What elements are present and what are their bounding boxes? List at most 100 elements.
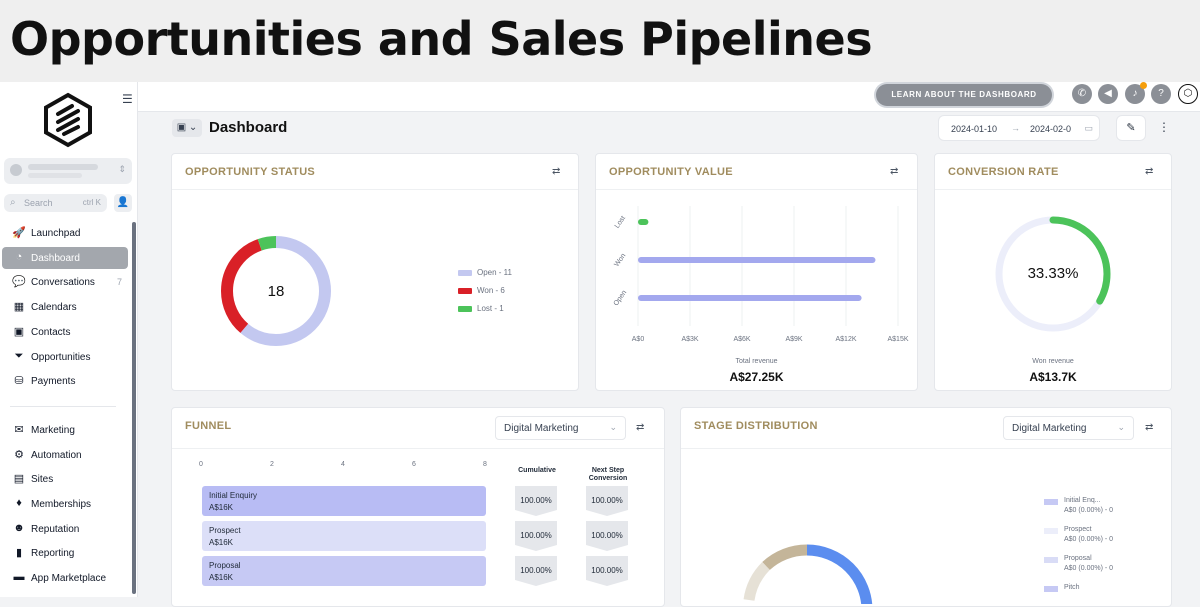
legend-label: Lost - 1 [477, 304, 504, 313]
funnel-stage[interactable]: Proposal A$16K [202, 556, 486, 586]
filter-settings-icon[interactable]: ⇄ [1145, 166, 1154, 177]
bar-won[interactable] [638, 257, 876, 263]
sidebar-item-payments[interactable]: ⛁ Payments [2, 370, 128, 392]
y-tick-label: Open [613, 289, 629, 307]
funnel-stage[interactable]: Initial Enquiry A$16K [202, 486, 486, 516]
y-tick-label: Lost [614, 215, 627, 230]
date-end: 2024-02-0 [1030, 124, 1072, 134]
filter-settings-icon[interactable]: ⇄ [1145, 422, 1154, 433]
cumulative-cell: 100.00% [515, 556, 557, 586]
location-switcher[interactable]: ⇕ [4, 158, 132, 184]
legend-value: A$0 (0.00%) - 0 [1064, 565, 1114, 572]
sidebar-item-label: Calendars [31, 302, 77, 313]
learn-about-dashboard-button[interactable]: LEARN ABOUT THE DASHBOARD [876, 84, 1052, 106]
opportunity-value-chart: A$0 A$3K A$6K A$9K A$12K A$15K Lost Won Open [613, 206, 909, 343]
legend-label: Pitch [1064, 584, 1080, 591]
filter-settings-icon[interactable]: ⇄ [636, 422, 645, 433]
stage-legend-item[interactable]: Prospect A$0 (0.00%) - 0 [1044, 525, 1154, 549]
cumulative-cell: 100.00% [515, 486, 557, 516]
opportunity-status-donut [221, 236, 331, 346]
filter-settings-icon[interactable]: ⇄ [890, 166, 899, 177]
edit-dashboard-button[interactable]: ✎ [1116, 115, 1146, 141]
sidebar-item-label: Conversations [31, 277, 95, 288]
sidebar-item-reputation[interactable]: ☻ Reputation [2, 518, 128, 540]
help-icon[interactable]: ? [1151, 84, 1171, 104]
stage-pipeline-select[interactable]: Digital Marketing ⌄ [1003, 416, 1134, 440]
brand-logo-icon[interactable] [40, 92, 96, 148]
conversion-rate-card: CONVERSION RATE ⇄ 33.33% Won revenue A$1… [934, 153, 1172, 391]
membership-icon: ♦ [16, 497, 22, 509]
sidebar-item-contacts[interactable]: ▣ Contacts [2, 321, 128, 343]
funnel-stage-name: Initial Enquiry [209, 491, 258, 500]
donut-slice[interactable] [221, 236, 331, 346]
sidebar-item-automation[interactable]: ⚙ Automation [2, 444, 128, 466]
y-tick-label: Won [613, 252, 627, 268]
sidebar-item-marketing[interactable]: ✉ Marketing [2, 419, 128, 441]
bar-lost[interactable] [638, 219, 649, 225]
funnel-axis-tick: 8 [483, 461, 487, 468]
legend-swatch [458, 305, 472, 312]
bell-icon[interactable]: ♪ [1125, 84, 1145, 104]
total-revenue-caption: Total revenue [735, 358, 778, 365]
bar-open[interactable] [638, 295, 862, 301]
calendar-icon: ▭ [1084, 123, 1093, 133]
reputation-icon: ☻ [13, 522, 25, 534]
sidebar-item-label: Reporting [31, 548, 75, 559]
funnel-stage-name: Proposal [209, 561, 241, 570]
collapse-sidebar-icon[interactable]: ☰ [122, 92, 133, 106]
x-tick-label: A$9K [785, 336, 802, 343]
funnel-stage[interactable]: Prospect A$16K [202, 521, 486, 551]
donut-slice[interactable] [221, 236, 331, 346]
stage-legend-item[interactable]: Proposal A$0 (0.00%) - 0 [1044, 554, 1154, 578]
sidebar-divider [10, 406, 116, 407]
more-options-icon[interactable]: ⋮ [1158, 120, 1170, 134]
legend-item[interactable]: Open - 11 [458, 268, 512, 277]
top-bar: LEARN ABOUT THE DASHBOARD ✆ ◀ ♪ ? ⬡ [138, 82, 1200, 112]
sidebar-item-calendars[interactable]: ▦ Calendars [2, 296, 128, 318]
sidebar-item-opportunities[interactable]: ⏷ Opportunities [2, 346, 128, 368]
profile-avatar[interactable]: ⬡ [1178, 84, 1198, 104]
filter-settings-icon[interactable]: ⇄ [552, 166, 561, 177]
sidebar-item-dashboard[interactable]: ◔ Dashboard [2, 247, 128, 269]
legend-item[interactable]: Won - 6 [458, 286, 505, 295]
search-shortcut: ctrl K [82, 198, 101, 207]
user-icon[interactable]: 👤 [114, 194, 132, 212]
stage-slice [762, 544, 808, 571]
date-start: 2024-01-10 [951, 124, 998, 134]
funnel-pipeline-select[interactable]: Digital Marketing ⌄ [495, 416, 626, 440]
sidebar-item-conversations[interactable]: 💬 Conversations 7 [2, 271, 128, 293]
sidebar-item-label: Launchpad [31, 228, 81, 239]
date-range-picker[interactable]: 2024-01-10 → 2024-02-0 ▭ [938, 115, 1100, 141]
search-icon: ⌕ [10, 197, 16, 208]
card-title: OPPORTUNITY STATUS [185, 166, 316, 178]
legend-label: Open - 11 [477, 268, 512, 277]
sidebar-scrollbar[interactable] [132, 222, 136, 594]
opportunity-total: 18 [267, 283, 285, 300]
conversion-rate-value: 33.33% [1027, 265, 1079, 282]
card-title: FUNNEL [185, 420, 232, 432]
unread-count: 7 [116, 277, 122, 287]
megaphone-icon[interactable]: ◀ [1098, 84, 1118, 104]
stage-legend-item[interactable]: Initial Enq... A$0 (0.00%) - 0 [1044, 496, 1154, 520]
sidebar-item-launchpad[interactable]: 🚀 Launchpad [2, 222, 128, 244]
legend-item[interactable]: Lost - 1 [458, 304, 504, 313]
funnel-card: FUNNEL Digital Marketing ⌄ ⇄ 0 2 4 6 8 Cumul… [171, 407, 665, 607]
sidebar-item-reporting[interactable]: ▮ Reporting [2, 542, 128, 564]
funnel-axis-tick: 4 [341, 461, 345, 468]
sidebar-item-app-marketplace[interactable]: ▬ App Marketplace [2, 567, 128, 589]
sidebar-item-label: Sites [31, 474, 54, 485]
legend-label: Initial Enq... [1064, 497, 1101, 504]
layout-switcher-button[interactable]: ▣ ⌄ [172, 119, 202, 137]
sidebar-item-sites[interactable]: ▤ Sites [2, 468, 128, 490]
sidebar-item-label: Automation [31, 450, 82, 461]
sidebar-item-label: Opportunities [31, 352, 91, 363]
reporting-icon: ▮ [15, 547, 23, 559]
sidebar-item-label: Memberships [31, 499, 92, 510]
search-input[interactable]: ⌕ Search ctrl K [4, 194, 107, 212]
legend-swatch [458, 269, 472, 276]
sidebar-item-memberships[interactable]: ♦ Memberships [2, 493, 128, 515]
phone-icon[interactable]: ✆ [1072, 84, 1092, 104]
calendar-icon: ▦ [13, 301, 25, 313]
legend-swatch [1044, 528, 1058, 534]
stage-legend-item[interactable]: Pitch [1044, 583, 1154, 607]
